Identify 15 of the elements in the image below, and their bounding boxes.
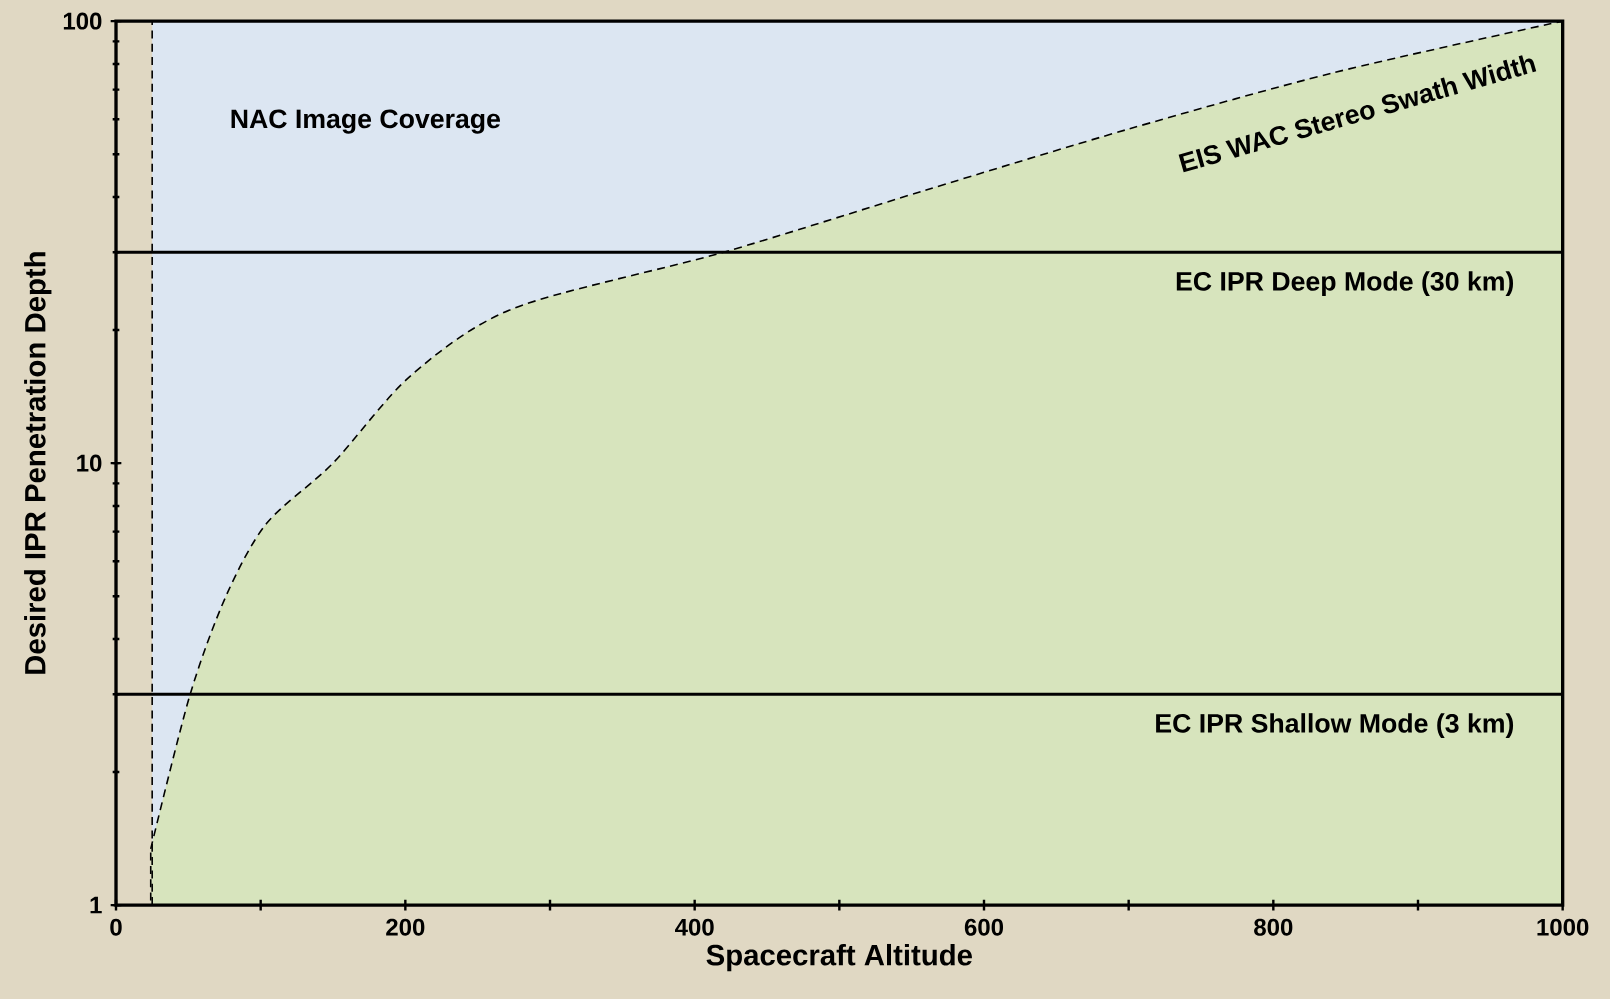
x-tick-label: 1000: [1537, 918, 1589, 936]
x-tick-label: 200: [386, 918, 425, 936]
ref-line-label: EC IPR Shallow Mode (3 km): [1156, 713, 1514, 739]
x-tick-label: 400: [675, 918, 714, 936]
band-label: NAC Image Coverage: [231, 109, 501, 134]
series-label: EIS WAC Stereo Swath Width: [1178, 55, 1537, 173]
x-tick-label: 0: [110, 918, 122, 936]
ref-line-label: EC IPR Deep Mode (30 km): [1176, 271, 1514, 297]
x-tick-label: 600: [964, 918, 1004, 936]
y-axis-title: Desired IPR Penetration Depth: [24, 252, 52, 674]
y-tick-label: 10: [77, 454, 102, 472]
y-tick-label: 1: [90, 896, 102, 914]
x-axis-title: Spacecraft Altitude: [706, 943, 972, 972]
x-tick-label: 800: [1254, 918, 1293, 936]
y-tick-label: 100: [63, 12, 102, 30]
